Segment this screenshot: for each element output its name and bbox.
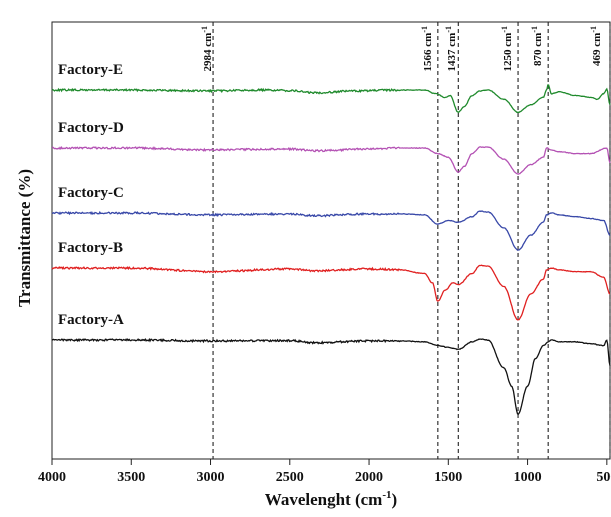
series-label: Factory-B	[58, 240, 123, 256]
annotation-lines	[212, 22, 611, 459]
x-tick-label: 500	[596, 470, 611, 485]
x-tick-label: 1500	[434, 470, 462, 485]
annotation-label: 2984 cm-1	[200, 26, 214, 71]
x-tick-label: 3500	[117, 470, 145, 485]
annotation-label: 1437 cm-1	[444, 26, 458, 71]
annotation-label: 469 cm-1	[589, 26, 603, 66]
series-label: Factory-E	[58, 62, 123, 78]
series-layer	[51, 84, 611, 416]
series-label: Factory-A	[58, 312, 124, 328]
series-line	[51, 337, 611, 416]
x-axis-label: Wavelenght (cm-1)	[265, 489, 397, 509]
annotation-label: 1250 cm-1	[500, 26, 514, 71]
x-tick-label: 2500	[276, 470, 304, 485]
annotation-label: 870 cm-1	[530, 26, 544, 66]
series-label: Factory-D	[58, 120, 124, 136]
annotation-label: 1566 cm-1	[420, 26, 434, 71]
series-line	[51, 264, 611, 321]
annotation-labels: 2984 cm-1 1566 cm-1 1437 cm-1 1250 cm-1 870 …	[200, 26, 603, 71]
x-tick-label: 2000	[355, 470, 383, 485]
series-line	[51, 210, 611, 251]
x-axis: 4000 3500 3000 2500 2000 1500 1000 500	[38, 459, 611, 485]
x-tick-label: 4000	[38, 470, 66, 485]
series-line	[51, 145, 611, 175]
series-labels: Factory-E Factory-D Factory-C Factory-B Fact…	[58, 62, 124, 328]
x-tick-label: 1000	[514, 470, 542, 485]
y-axis-label: Transmittance (%)	[15, 169, 34, 307]
series-label: Factory-C	[58, 185, 124, 201]
x-tick-label: 3000	[197, 470, 225, 485]
series-line	[51, 84, 611, 114]
